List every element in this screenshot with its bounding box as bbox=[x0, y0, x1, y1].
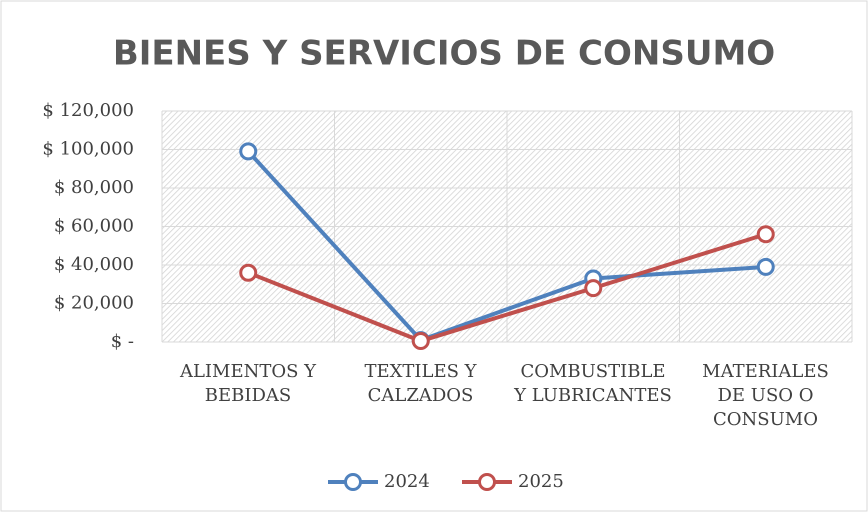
point bbox=[584, 279, 603, 298]
chart-title: BIENES Y SERVICIOS DE CONSUMO bbox=[113, 34, 775, 74]
x-tick-label: MATERIALES DE USO O CONSUMO bbox=[702, 361, 829, 430]
line bbox=[247, 232, 767, 344]
point bbox=[239, 263, 258, 282]
x-tick-label: ALIMENTOS Y BEBIDAS bbox=[179, 361, 317, 406]
legend-marker bbox=[478, 473, 496, 491]
legend-marker bbox=[344, 473, 362, 491]
x-tick-label: COMBUSTIBLE Y LUBRICANTES bbox=[514, 361, 672, 406]
point bbox=[239, 142, 258, 161]
y-tick-label: $ - bbox=[111, 331, 134, 352]
x-tick-label: TEXTILES Y CALZADOS bbox=[364, 361, 477, 406]
legend-label: 2024 bbox=[384, 471, 430, 492]
y-tick-label: $ 40,000 bbox=[54, 254, 134, 275]
y-tick-label: $ 120,000 bbox=[42, 100, 134, 121]
line bbox=[246, 150, 766, 343]
y-tick-label: $ 80,000 bbox=[54, 177, 134, 198]
y-tick-label: $ 20,000 bbox=[54, 293, 134, 314]
legend-label: 2025 bbox=[518, 471, 564, 492]
y-tick-label: $ 60,000 bbox=[54, 216, 134, 237]
point bbox=[756, 257, 775, 276]
point bbox=[756, 225, 775, 244]
point bbox=[411, 332, 430, 351]
y-tick-label: $ 100,000 bbox=[42, 139, 134, 160]
